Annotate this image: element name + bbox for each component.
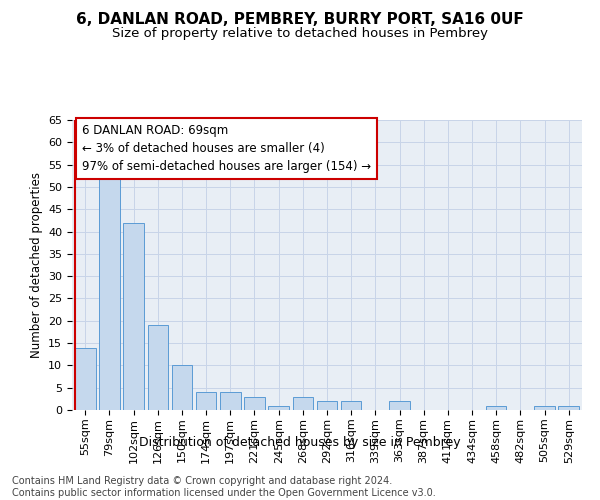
Bar bbox=[559, 406, 579, 410]
Bar bbox=[268, 406, 289, 410]
Bar bbox=[99, 174, 120, 410]
Bar bbox=[317, 401, 337, 410]
Bar bbox=[486, 406, 506, 410]
Bar bbox=[75, 348, 95, 410]
Text: Size of property relative to detached houses in Pembrey: Size of property relative to detached ho… bbox=[112, 28, 488, 40]
Bar bbox=[534, 406, 555, 410]
Bar bbox=[293, 396, 313, 410]
Bar bbox=[172, 366, 192, 410]
Text: 6 DANLAN ROAD: 69sqm
← 3% of detached houses are smaller (4)
97% of semi-detache: 6 DANLAN ROAD: 69sqm ← 3% of detached ho… bbox=[82, 124, 371, 174]
Bar bbox=[220, 392, 241, 410]
Y-axis label: Number of detached properties: Number of detached properties bbox=[29, 172, 43, 358]
Bar bbox=[196, 392, 217, 410]
Bar bbox=[389, 401, 410, 410]
Text: 6, DANLAN ROAD, PEMBREY, BURRY PORT, SA16 0UF: 6, DANLAN ROAD, PEMBREY, BURRY PORT, SA1… bbox=[76, 12, 524, 28]
Text: Contains HM Land Registry data © Crown copyright and database right 2024.
Contai: Contains HM Land Registry data © Crown c… bbox=[12, 476, 436, 498]
Bar bbox=[124, 222, 144, 410]
Bar bbox=[148, 325, 168, 410]
Text: Distribution of detached houses by size in Pembrey: Distribution of detached houses by size … bbox=[139, 436, 461, 449]
Bar bbox=[244, 396, 265, 410]
Bar bbox=[341, 401, 361, 410]
